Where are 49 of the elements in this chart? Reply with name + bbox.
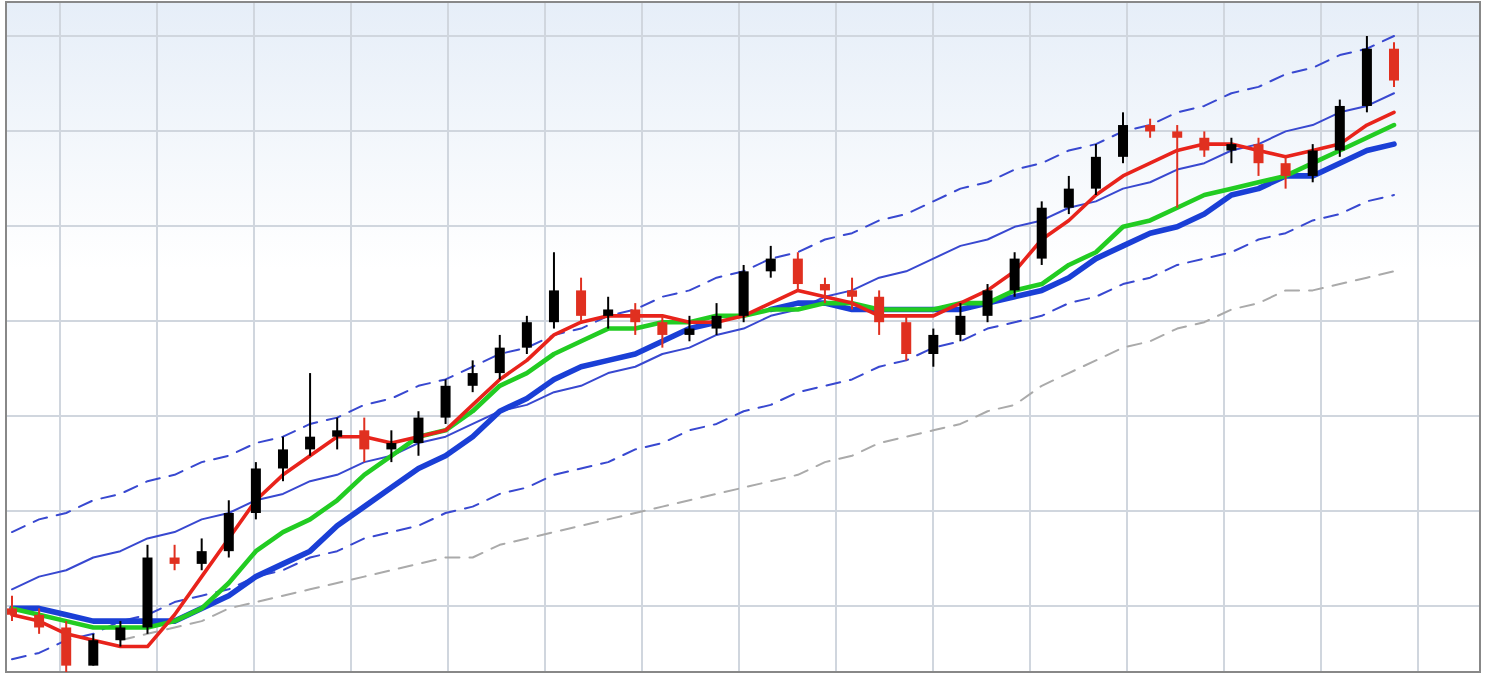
candlestick xyxy=(603,295,614,330)
candlestick xyxy=(88,632,99,667)
candlestick xyxy=(223,499,234,559)
candlestick xyxy=(847,276,858,311)
candlestick xyxy=(521,314,532,355)
candlestick xyxy=(1063,174,1074,216)
candlestick xyxy=(874,289,885,336)
candlestick xyxy=(711,302,722,336)
candlestick xyxy=(305,372,316,457)
candlestick xyxy=(1389,41,1399,88)
candlestick xyxy=(277,435,288,483)
candlestick xyxy=(467,359,478,394)
candlestick xyxy=(1118,111,1129,165)
candlestick xyxy=(1009,251,1020,298)
candlestick xyxy=(1280,155,1291,190)
candlestick xyxy=(250,461,261,521)
candlestick xyxy=(34,607,45,635)
candlestick xyxy=(548,251,559,330)
candlestick xyxy=(386,429,397,464)
candlestick xyxy=(576,276,587,324)
candlestick xyxy=(901,314,912,362)
candlestick xyxy=(494,333,505,381)
candlestick xyxy=(630,302,641,336)
candlestick xyxy=(1090,143,1101,196)
candlestick xyxy=(657,314,668,349)
candlestick xyxy=(1226,136,1237,165)
candlestick xyxy=(792,251,803,292)
candlestick xyxy=(413,410,424,457)
candlestick xyxy=(359,416,370,464)
candlestick xyxy=(169,543,180,572)
candlestick xyxy=(1334,98,1345,158)
candlestick xyxy=(928,327,939,368)
candlestick xyxy=(440,378,451,425)
candlestick xyxy=(1145,117,1156,139)
candlestick xyxy=(7,594,17,623)
candlestick xyxy=(332,416,343,451)
candlestick xyxy=(1307,143,1318,184)
candlestick xyxy=(982,283,993,324)
candlestick xyxy=(61,620,72,673)
candlestick xyxy=(115,620,126,648)
candlestick xyxy=(765,244,776,279)
candlestick xyxy=(819,276,830,305)
candlestick xyxy=(1199,130,1210,158)
candlestick xyxy=(196,537,207,572)
candlestick xyxy=(1172,124,1183,209)
candlestick xyxy=(684,314,695,343)
candlestick xyxy=(738,263,749,324)
candlestick xyxy=(955,302,966,343)
candlestick xyxy=(1253,136,1264,177)
